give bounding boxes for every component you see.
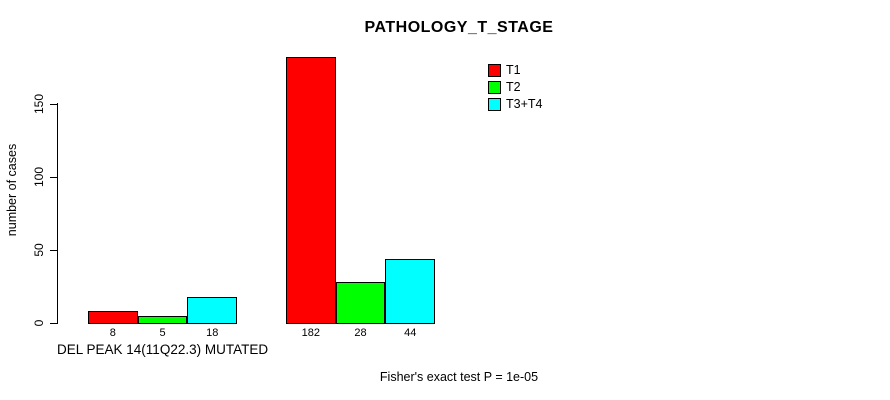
y-tick-label: 100 [32,166,46,188]
legend-swatch-T1 [488,64,501,77]
y-tick-mark [50,177,58,178]
y-tick-mark [50,323,58,324]
y-tick-label: 50 [32,243,46,257]
bar-value-label: 18 [206,327,219,339]
bar-T2-group0 [137,315,188,324]
chart-title: PATHOLOGY_T_STAGE [364,19,554,36]
bar-value-label: 5 [159,327,166,339]
legend-label-T3+T4: T3+T4 [506,96,543,111]
y-tick-mark [50,104,58,105]
y-tick-label: 150 [32,93,46,115]
bar-T2-group1 [335,282,386,324]
bar-T3+T4-group0 [187,296,238,324]
annotation-text: Fisher's exact test P = 1e-05 [379,370,539,384]
bar-value-label: 182 [301,327,321,339]
legend-label-T2: T2 [506,79,521,94]
category-label: DEL PEAK 14(11Q22.3) MUTATED [57,342,269,357]
bar-T1-group1 [286,57,336,324]
legend-swatch-T3+T4 [488,97,501,111]
bar-value-label: 8 [109,327,116,339]
y-axis-line [57,103,58,324]
bar-value-label: 44 [404,327,417,339]
legend-swatch-T2 [488,80,501,94]
bar-value-label: 28 [354,327,367,339]
bar-T1-group0 [88,311,138,324]
y-tick-label: 0 [32,319,46,327]
bar-T3+T4-group1 [385,258,436,324]
y-axis-label: number of cases [5,143,19,237]
legend-label-T1: T1 [506,63,521,77]
y-tick-mark [50,250,58,251]
